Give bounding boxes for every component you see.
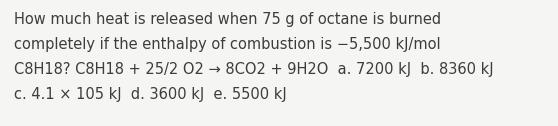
Text: completely if the enthalpy of combustion is −5,500 kJ/mol: completely if the enthalpy of combustion… xyxy=(14,37,441,52)
Text: How much heat is released when 75 g of octane is burned: How much heat is released when 75 g of o… xyxy=(14,12,441,27)
Text: C8H18? C8H18 + 25/2 O2 → 8CO2 + 9H2O  a. 7200 kJ  b. 8360 kJ: C8H18? C8H18 + 25/2 O2 → 8CO2 + 9H2O a. … xyxy=(14,62,494,77)
Text: c. 4.1 × 105 kJ  d. 3600 kJ  e. 5500 kJ: c. 4.1 × 105 kJ d. 3600 kJ e. 5500 kJ xyxy=(14,87,287,102)
